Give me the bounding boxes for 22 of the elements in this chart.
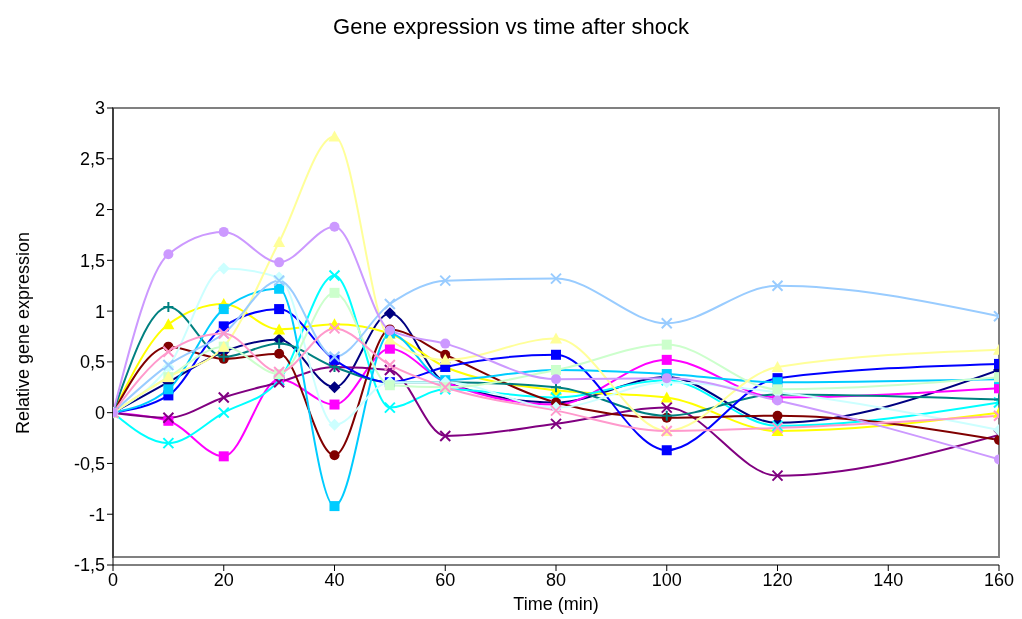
y-tick-label: 2 [94,199,105,220]
x-tick-label: 140 [873,569,904,590]
y-tick-label: 1,5 [79,250,105,271]
y-tick-label: 1 [94,301,105,322]
x-tick-label: 160 [983,569,1015,590]
y-tick-label: -1 [88,504,105,525]
y-tick-label: 3 [94,98,105,119]
x-tick-label: 100 [651,569,682,590]
y-axis-title: Relative gene expression [12,230,34,437]
x-tick-label: 0 [107,569,119,590]
y-tick-label: -1,5 [73,555,105,576]
y-tick-label: 2,5 [79,149,105,170]
x-tick-label: 120 [762,569,793,590]
y-tick-label: 0,5 [79,352,105,373]
x-tick-label: 40 [324,569,345,590]
y-tick-label: -0,5 [73,453,105,474]
y-tick-label: 0 [94,403,105,424]
x-tick-label: 80 [545,569,567,590]
x-axis-title: Time (min) [512,594,600,615]
x-tick-label: 60 [435,569,456,590]
x-tick-label: 20 [213,569,234,590]
chart-title: Gene expression vs time after shock [332,14,690,40]
